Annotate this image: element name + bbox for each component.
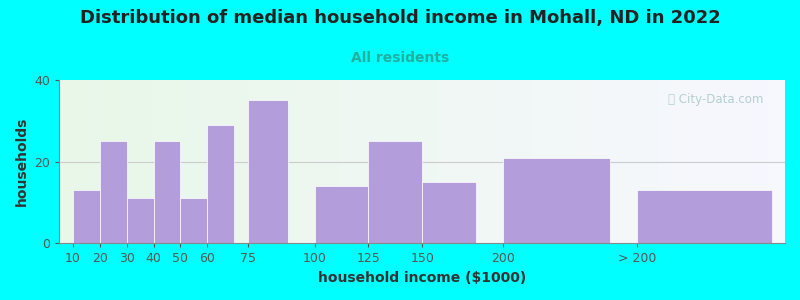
Bar [638, 190, 771, 243]
Bar [422, 182, 476, 243]
Text: ⓘ City-Data.com: ⓘ City-Data.com [668, 93, 763, 106]
Bar [314, 186, 369, 243]
Bar [100, 141, 126, 243]
Bar [126, 199, 154, 243]
Bar [247, 100, 288, 243]
Y-axis label: households: households [15, 117, 29, 206]
Bar [180, 199, 207, 243]
Bar [207, 125, 234, 243]
Bar [73, 190, 100, 243]
X-axis label: household income ($1000): household income ($1000) [318, 271, 526, 285]
Text: Distribution of median household income in Mohall, ND in 2022: Distribution of median household income … [80, 9, 720, 27]
Text: All residents: All residents [351, 51, 449, 65]
Bar [503, 158, 610, 243]
Bar [154, 141, 180, 243]
Bar [369, 141, 422, 243]
